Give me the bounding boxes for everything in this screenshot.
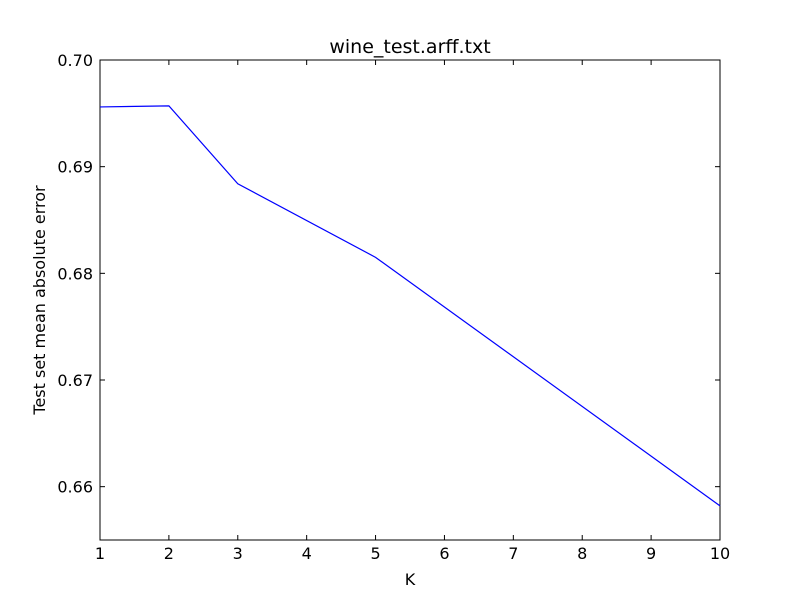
y-tick-label: 0.70 [57,51,93,70]
x-tick-label: 5 [370,544,380,563]
y-axis: 0.66 0.67 0.68 0.69 0.70 [57,51,720,497]
chart-title: wine_test.arff.txt [329,36,490,58]
y-tick-label: 0.67 [57,371,93,390]
x-tick-label: 2 [164,544,174,563]
y-tick-label: 0.66 [57,478,93,497]
x-axis-label: K [405,570,416,589]
x-axis: 1 2 3 4 5 6 7 8 9 10 [95,60,730,563]
x-tick-label: 6 [439,544,449,563]
y-tick-label: 0.68 [57,264,93,283]
x-tick-label: 10 [710,544,730,563]
series-layer [99,105,721,507]
series-line [99,105,721,507]
plot-frame [99,59,721,541]
x-tick-label: 4 [302,544,312,563]
x-tick-label: 3 [233,544,243,563]
x-tick-label: 7 [508,544,518,563]
y-tick-label: 0.69 [57,158,93,177]
y-axis-label: Test set mean absolute error [30,185,49,416]
x-tick-label: 1 [95,544,105,563]
x-tick-label: 8 [577,544,587,563]
x-tick-label: 9 [646,544,656,563]
plot-area [99,59,721,541]
